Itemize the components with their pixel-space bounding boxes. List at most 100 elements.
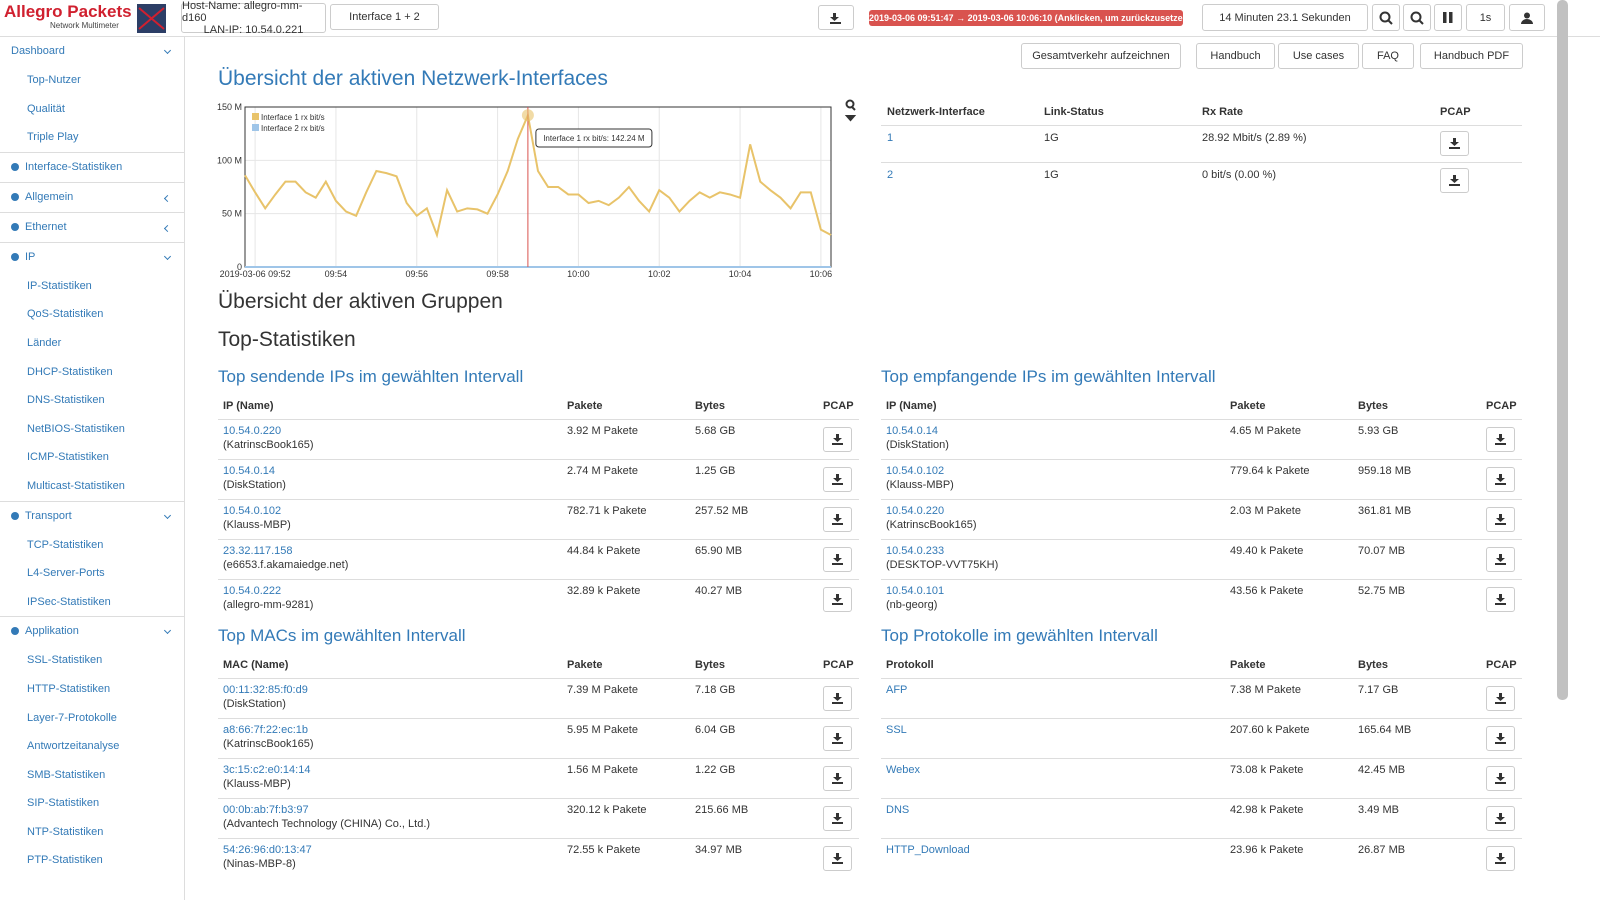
pcap-button[interactable] bbox=[823, 467, 852, 492]
row-name[interactable]: 10.54.0.220 bbox=[886, 505, 944, 517]
scrollbar[interactable] bbox=[1557, 0, 1568, 700]
pcap-button[interactable] bbox=[1486, 726, 1515, 751]
nav-item[interactable]: Antwortzeitanalyse bbox=[0, 732, 184, 761]
table-title[interactable]: Top Protokolle im gewählten Intervall bbox=[881, 626, 1158, 646]
row-name[interactable]: 54:26:96:d0:13:47 bbox=[223, 844, 312, 856]
nav-item[interactable]: Top-Nutzer bbox=[0, 66, 184, 95]
pcap-button[interactable] bbox=[1486, 686, 1515, 711]
section-title[interactable]: Übersicht der aktiven Netzwerk-Interface… bbox=[218, 67, 608, 91]
pcap-button[interactable] bbox=[823, 427, 852, 452]
logo[interactable]: Allegro Packets bbox=[4, 2, 132, 22]
nav-item[interactable]: L4-Server-Ports bbox=[0, 559, 184, 588]
table-cell[interactable]: 1 bbox=[887, 132, 893, 144]
pcap-button[interactable] bbox=[1486, 507, 1515, 532]
nav-group[interactable]: Dashboard bbox=[0, 37, 184, 66]
chart: 050 M100 M150 M2019-03-06 09:5209:5409:5… bbox=[215, 95, 865, 285]
toolbar-button[interactable]: Handbuch PDF bbox=[1420, 43, 1523, 69]
row-name[interactable]: 10.54.0.220 bbox=[223, 425, 281, 437]
user-menu[interactable] bbox=[1509, 4, 1545, 31]
pcap-button[interactable] bbox=[823, 766, 852, 791]
nav-item[interactable]: NetBIOS-Statistiken bbox=[0, 415, 184, 444]
row-name[interactable]: 00:11:32:85:f0:d9 bbox=[223, 684, 308, 696]
interval-select[interactable]: 1s bbox=[1466, 4, 1505, 31]
section-title[interactable]: Top-Statistiken bbox=[218, 328, 356, 352]
pcap-button[interactable] bbox=[823, 726, 852, 751]
nav-group[interactable]: Allgemein bbox=[0, 182, 184, 212]
pcap-button[interactable] bbox=[823, 846, 852, 871]
toolbar-button[interactable]: Gesamtverkehr aufzeichnen bbox=[1021, 43, 1181, 69]
table-title[interactable]: Top MACs im gewählten Intervall bbox=[218, 626, 466, 646]
row-name[interactable]: DNS bbox=[886, 804, 909, 816]
nav-item[interactable]: Länder bbox=[0, 329, 184, 358]
pcap-button[interactable] bbox=[823, 806, 852, 831]
pcap-button[interactable] bbox=[823, 686, 852, 711]
button-label: Gesamtverkehr aufzeichnen bbox=[1032, 50, 1170, 62]
download-menu[interactable] bbox=[818, 5, 854, 30]
toolbar-button[interactable]: Handbuch bbox=[1196, 43, 1275, 69]
nav-item[interactable]: TCP-Statistiken bbox=[0, 531, 184, 560]
pcap-button[interactable] bbox=[1486, 846, 1515, 871]
row-name[interactable]: 00:0b:ab:7f:b3:97 bbox=[223, 804, 309, 816]
nav-item[interactable]: HTTP-Statistiken bbox=[0, 675, 184, 704]
row-name[interactable]: a8:66:7f:22:ec:1b bbox=[223, 724, 308, 736]
nav-item[interactable]: DNS-Statistiken bbox=[0, 386, 184, 415]
pcap-button[interactable] bbox=[1486, 587, 1515, 612]
table-title[interactable]: Top sendende IPs im gewählten Intervall bbox=[218, 367, 523, 387]
row-name[interactable]: HTTP_Download bbox=[886, 844, 970, 856]
table-cell[interactable]: 2 bbox=[887, 169, 893, 181]
chart-zoom[interactable] bbox=[847, 101, 856, 121]
duration-select[interactable]: 14 Minuten 23.1 Sekunden bbox=[1202, 4, 1368, 31]
row-name[interactable]: 10.54.0.14 bbox=[886, 425, 938, 437]
section-title[interactable]: Übersicht der aktiven Gruppen bbox=[218, 290, 503, 314]
nav-item[interactable]: IPSec-Statistiken bbox=[0, 588, 184, 617]
row-name[interactable]: 10.54.0.101 bbox=[886, 585, 944, 597]
nav-item[interactable]: SIP-Statistiken bbox=[0, 789, 184, 818]
pcap-button[interactable] bbox=[1486, 467, 1515, 492]
row-name[interactable]: SSL bbox=[886, 724, 907, 736]
row-name[interactable]: 10.54.0.102 bbox=[886, 465, 944, 477]
table-title[interactable]: Top empfangende IPs im gewählten Interva… bbox=[881, 367, 1216, 387]
time-range[interactable]: 2019-03-06 09:51:47 → 2019-03-06 10:06:1… bbox=[869, 10, 1183, 26]
nav-group[interactable]: Transport bbox=[0, 501, 184, 531]
pcap-button[interactable] bbox=[823, 547, 852, 572]
zoom-in[interactable] bbox=[1372, 4, 1400, 31]
pcap-button[interactable] bbox=[1440, 131, 1469, 156]
zoom-out[interactable] bbox=[1403, 4, 1431, 31]
toolbar-button[interactable]: Use cases bbox=[1278, 43, 1359, 69]
nav-item[interactable]: IP-Statistiken bbox=[0, 272, 184, 301]
nav-item[interactable]: QoS-Statistiken bbox=[0, 300, 184, 329]
nav-item[interactable]: Multicast-Statistiken bbox=[0, 472, 184, 501]
pcap-button[interactable] bbox=[1486, 766, 1515, 791]
pause[interactable] bbox=[1434, 4, 1462, 31]
pcap-button[interactable] bbox=[1486, 547, 1515, 572]
nav-item[interactable]: Triple Play bbox=[0, 123, 184, 152]
row-name[interactable]: 23.32.117.158 bbox=[223, 545, 293, 557]
row-name[interactable]: 3c:15:c2:e0:14:14 bbox=[223, 764, 310, 776]
nav-item[interactable]: Qualität bbox=[0, 95, 184, 124]
nav-item[interactable]: PTP-Statistiken bbox=[0, 846, 184, 875]
row-name[interactable]: 10.54.0.102 bbox=[223, 505, 281, 517]
nav-group[interactable]: Ethernet bbox=[0, 212, 184, 242]
nav-item[interactable]: SMB-Statistiken bbox=[0, 761, 184, 790]
row-name[interactable]: Webex bbox=[886, 764, 920, 776]
pcap-button[interactable] bbox=[1486, 806, 1515, 831]
nav-item[interactable]: DHCP-Statistiken bbox=[0, 358, 184, 387]
pcap-button[interactable] bbox=[823, 587, 852, 612]
row-name[interactable]: 10.54.0.14 bbox=[223, 465, 275, 477]
nav-item[interactable]: SSL-Statistiken bbox=[0, 646, 184, 675]
row-name[interactable]: 10.54.0.222 bbox=[223, 585, 281, 597]
nav-group[interactable]: IP bbox=[0, 242, 184, 272]
nav-group[interactable]: Applikation bbox=[0, 616, 184, 646]
nav-item[interactable]: NTP-Statistiken bbox=[0, 818, 184, 847]
row-name[interactable]: AFP bbox=[886, 684, 907, 696]
pcap-button[interactable] bbox=[1486, 427, 1515, 452]
nav-item[interactable]: Layer-7-Protokolle bbox=[0, 704, 184, 733]
interface-select[interactable]: Interface 1 + 2 bbox=[330, 4, 439, 30]
row-name[interactable]: 10.54.0.233 bbox=[886, 545, 944, 557]
legend-label: Interface 2 rx bit/s bbox=[261, 124, 325, 133]
nav-group[interactable]: Interface-Statistiken bbox=[0, 152, 184, 182]
nav-item[interactable]: ICMP-Statistiken bbox=[0, 443, 184, 472]
pcap-button[interactable] bbox=[823, 507, 852, 532]
pcap-button[interactable] bbox=[1440, 168, 1469, 193]
toolbar-button[interactable]: FAQ bbox=[1362, 43, 1414, 69]
